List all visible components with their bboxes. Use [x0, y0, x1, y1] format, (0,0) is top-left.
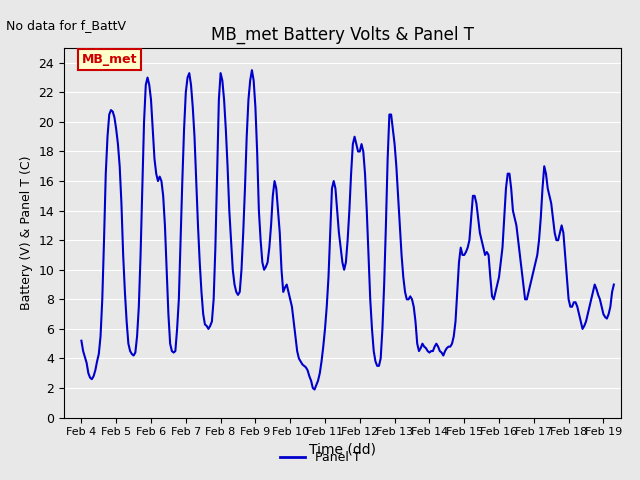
Title: MB_met Battery Volts & Panel T: MB_met Battery Volts & Panel T — [211, 25, 474, 44]
Legend: Panel T: Panel T — [275, 446, 365, 469]
Y-axis label: Battery (V) & Panel T (C): Battery (V) & Panel T (C) — [20, 156, 33, 310]
Text: MB_met: MB_met — [81, 53, 137, 66]
Text: No data for f_BattV: No data for f_BattV — [6, 19, 127, 32]
X-axis label: Time (dd): Time (dd) — [309, 443, 376, 457]
